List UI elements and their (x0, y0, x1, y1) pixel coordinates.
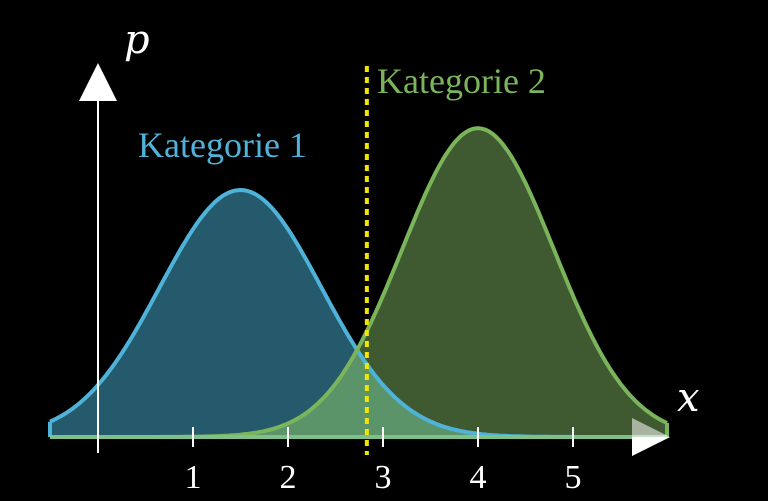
area-overlap (50, 352, 667, 437)
x-tick-label: 1 (185, 459, 202, 496)
series-label-kategorie-2: Kategorie 2 (377, 61, 546, 101)
curves (48, 126, 669, 439)
x-tick-label: 5 (565, 459, 582, 496)
ticks: 1 2 3 4 5 (185, 427, 582, 496)
axes (79, 63, 670, 456)
x-tick-label: 2 (280, 459, 297, 496)
x-tick-label: 4 (470, 459, 487, 496)
y-axis-label: p (124, 17, 150, 63)
x-axis-label: x (677, 375, 700, 421)
area-kategorie-1 (50, 190, 667, 437)
area-kategorie-2 (50, 128, 667, 438)
areas (50, 128, 667, 438)
x-tick-label: 3 (375, 459, 392, 496)
series-label-kategorie-1: Kategorie 1 (138, 125, 307, 165)
y-axis-arrow (79, 63, 117, 101)
x-axis-arrow (632, 437, 670, 456)
